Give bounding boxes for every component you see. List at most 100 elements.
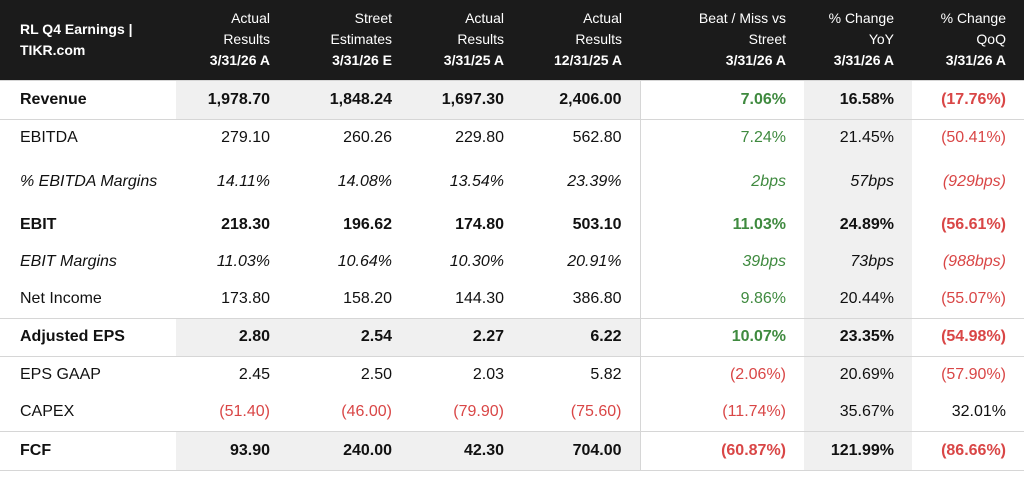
cell-prior-year: 2.03 [472, 366, 504, 383]
cell-prior-quarter: 386.80 [572, 290, 622, 307]
cell-prior-year: 2.27 [410, 318, 522, 356]
row-label: EBIT [20, 216, 57, 233]
table-row-ebitda: EBITDA 279.10 260.26 229.80 562.80 7.24%… [0, 119, 1024, 157]
table-row-ebitda-margins: % EBITDA Margins 14.11% 14.08% 13.54% 23… [0, 156, 1024, 207]
cell-prior-year: 42.30 [410, 431, 522, 470]
cell-qoq: (988bps) [942, 253, 1006, 270]
cell-yoy: 24.89% [804, 206, 912, 244]
cell-yoy: 121.99% [804, 431, 912, 470]
cell-beat-miss: 11.03% [639, 206, 804, 244]
column-header-line1: Street [354, 10, 392, 27]
cell-yoy: 57bps [804, 156, 912, 207]
table-title-line1: RL Q4 Earnings | [20, 20, 133, 37]
column-header-line1: Beat / Miss vs [698, 10, 786, 27]
cell-prior-year: 144.30 [455, 290, 504, 307]
cell-estimate: 1,848.24 [288, 80, 410, 119]
column-header-beat-miss: Beat / Miss vs Street 3/31/26 A [640, 0, 804, 80]
cell-prior-quarter: 704.00 [522, 431, 640, 470]
column-header-line2: Results [457, 31, 504, 48]
cell-prior-quarter: 503.10 [572, 216, 622, 233]
cell-actual: (51.40) [219, 403, 270, 420]
cell-yoy: 21.45% [804, 119, 912, 157]
column-header-date: 12/31/25 A [554, 52, 622, 69]
column-header-date: 3/31/25 A [443, 52, 504, 69]
column-header-line1: Actual [583, 10, 622, 27]
cell-prior-quarter: 23.39% [567, 172, 622, 190]
cell-qoq: (54.98%) [941, 328, 1006, 345]
table-title-line2: TIKR.com [20, 41, 86, 58]
cell-qoq: (17.76%) [941, 90, 1006, 108]
cell-yoy: 23.35% [804, 318, 912, 356]
column-header-line1: Actual [465, 10, 504, 27]
cell-estimate: 2.54 [288, 318, 410, 356]
cell-yoy: 16.58% [804, 80, 912, 119]
cell-yoy: 20.44% [804, 280, 912, 318]
column-header-date: 3/31/26 A [725, 52, 786, 69]
cell-prior-quarter: 2,406.00 [522, 80, 640, 119]
cell-beat-miss: 10.07% [639, 318, 804, 356]
cell-prior-quarter: 20.91% [567, 253, 622, 270]
table-row-eps-gaap: EPS GAAP 2.45 2.50 2.03 5.82 (2.06%) 20.… [0, 356, 1024, 394]
cell-estimate: (46.00) [341, 403, 392, 420]
row-label: EPS GAAP [20, 366, 101, 383]
column-header-change-qoq: % Change QoQ 3/31/26 A [912, 0, 1024, 80]
column-header-line2: Results [575, 31, 622, 48]
cell-beat-miss: 7.24% [639, 119, 804, 157]
cell-estimate: 14.08% [337, 172, 392, 190]
column-header-line2: Street [748, 31, 786, 48]
cell-prior-year: 229.80 [455, 129, 504, 146]
cell-prior-year: 1,697.30 [410, 80, 522, 119]
cell-actual: 93.90 [176, 431, 288, 470]
cell-estimate: 240.00 [288, 431, 410, 470]
table-row-capex: CAPEX (51.40) (46.00) (79.90) (75.60) (1… [0, 393, 1024, 431]
row-label: EBITDA [20, 129, 78, 146]
row-label: FCF [20, 441, 52, 459]
cell-estimate: 260.26 [343, 129, 392, 146]
cell-beat-miss: 7.06% [639, 80, 804, 119]
column-header-actual-q3-25: Actual Results 12/31/25 A [522, 0, 640, 80]
cell-beat-miss: 2bps [639, 156, 804, 207]
cell-beat-miss: 39bps [639, 243, 804, 281]
table-title: RL Q4 Earnings | TIKR.com [0, 0, 176, 80]
cell-estimate: 196.62 [343, 216, 392, 233]
cell-actual: 2.80 [176, 318, 288, 356]
cell-qoq: (55.07%) [941, 290, 1006, 307]
column-header-line2: Results [223, 31, 270, 48]
cell-beat-miss: (11.74%) [639, 393, 804, 431]
cell-actual: 2.45 [238, 366, 270, 383]
column-header-line2: YoY [868, 31, 894, 48]
column-header-line1: % Change [940, 10, 1006, 27]
cell-estimate: 158.20 [343, 290, 392, 307]
cell-actual: 218.30 [221, 216, 270, 233]
table-row-fcf: FCF 93.90 240.00 42.30 704.00 (60.87%) 1… [0, 431, 1024, 470]
cell-prior-quarter: 5.82 [590, 366, 622, 383]
row-label: CAPEX [20, 403, 75, 420]
cell-qoq: (57.90%) [941, 366, 1006, 383]
cell-beat-miss: 9.86% [639, 280, 804, 318]
table-row-ebit: EBIT 218.30 196.62 174.80 503.10 11.03% … [0, 206, 1024, 244]
cell-prior-year: 13.54% [449, 172, 504, 190]
table-row-adjusted-eps: Adjusted EPS 2.80 2.54 2.27 6.22 10.07% … [0, 318, 1024, 356]
cell-qoq: 32.01% [951, 403, 1006, 420]
column-header-line1: Actual [231, 10, 270, 27]
row-label: Adjusted EPS [20, 328, 125, 345]
cell-estimate: 10.64% [337, 253, 392, 270]
column-header-line2: QoQ [976, 31, 1006, 48]
column-header-date: 3/31/26 A [209, 52, 270, 69]
cell-actual: 279.10 [221, 129, 270, 146]
cell-prior-year: (79.90) [453, 403, 504, 420]
cell-qoq: (56.61%) [941, 216, 1006, 233]
row-label: % EBITDA Margins [20, 172, 158, 190]
table-row-net-income: Net Income 173.80 158.20 144.30 386.80 9… [0, 280, 1024, 318]
column-header-line2: Estimates [330, 31, 392, 48]
column-header-line1: % Change [828, 10, 894, 27]
column-header-actual-q4-26: Actual Results 3/31/26 A [176, 0, 288, 80]
cell-prior-quarter: (75.60) [570, 403, 622, 420]
cell-qoq: (86.66%) [941, 441, 1006, 459]
cell-beat-miss: (2.06%) [639, 356, 804, 394]
cell-yoy: 35.67% [804, 393, 912, 431]
table-row-ebit-margins: EBIT Margins 11.03% 10.64% 10.30% 20.91%… [0, 243, 1024, 281]
column-header-date: 3/31/26 A [833, 52, 894, 69]
